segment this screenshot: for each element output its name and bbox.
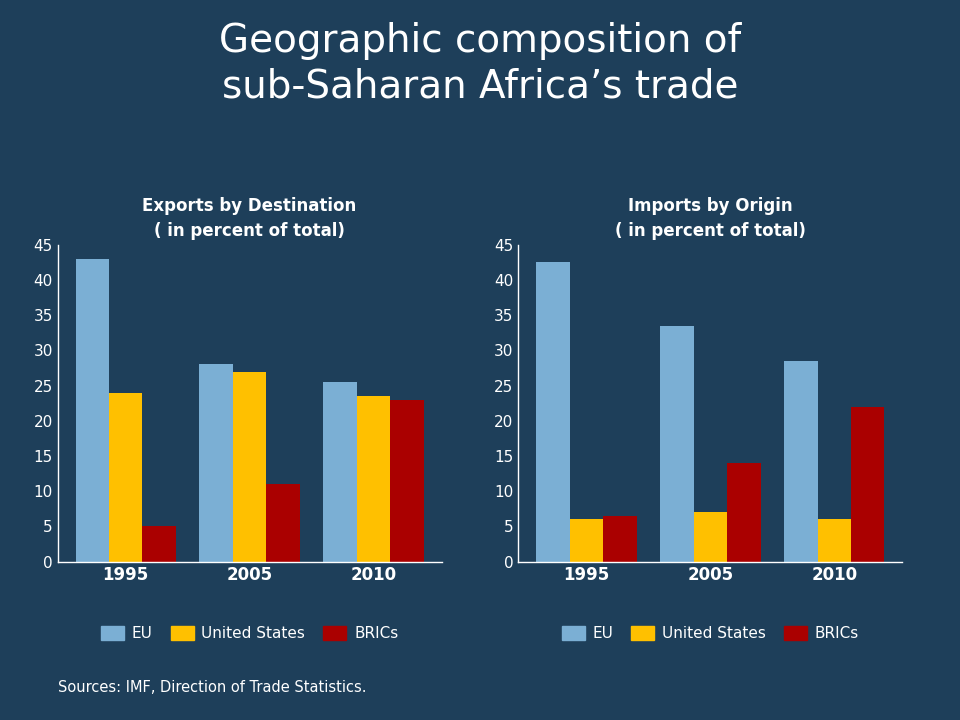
Bar — [784, 361, 818, 562]
Bar — [390, 400, 423, 562]
Bar — [818, 519, 851, 562]
Bar — [603, 516, 636, 562]
Bar — [142, 526, 176, 562]
Legend: EU, United States, BRICs: EU, United States, BRICs — [556, 620, 865, 647]
Bar — [200, 364, 233, 562]
Bar — [233, 372, 266, 562]
Bar — [537, 262, 570, 562]
Title: Exports by Destination
( in percent of total): Exports by Destination ( in percent of t… — [142, 197, 357, 240]
Bar — [357, 396, 390, 562]
Title: Imports by Origin
( in percent of total): Imports by Origin ( in percent of total) — [615, 197, 805, 240]
Bar — [694, 513, 727, 562]
Bar — [727, 463, 760, 562]
Legend: EU, United States, BRICs: EU, United States, BRICs — [95, 620, 404, 647]
Bar — [324, 382, 357, 562]
Bar — [266, 484, 300, 562]
Bar — [76, 259, 109, 562]
Text: Sources: IMF, Direction of Trade Statistics.: Sources: IMF, Direction of Trade Statist… — [58, 680, 366, 695]
Bar — [851, 407, 884, 562]
Bar — [109, 392, 142, 562]
Text: Geographic composition of
sub-Saharan Africa’s trade: Geographic composition of sub-Saharan Af… — [219, 22, 741, 105]
Bar — [660, 325, 694, 562]
Bar — [570, 519, 603, 562]
